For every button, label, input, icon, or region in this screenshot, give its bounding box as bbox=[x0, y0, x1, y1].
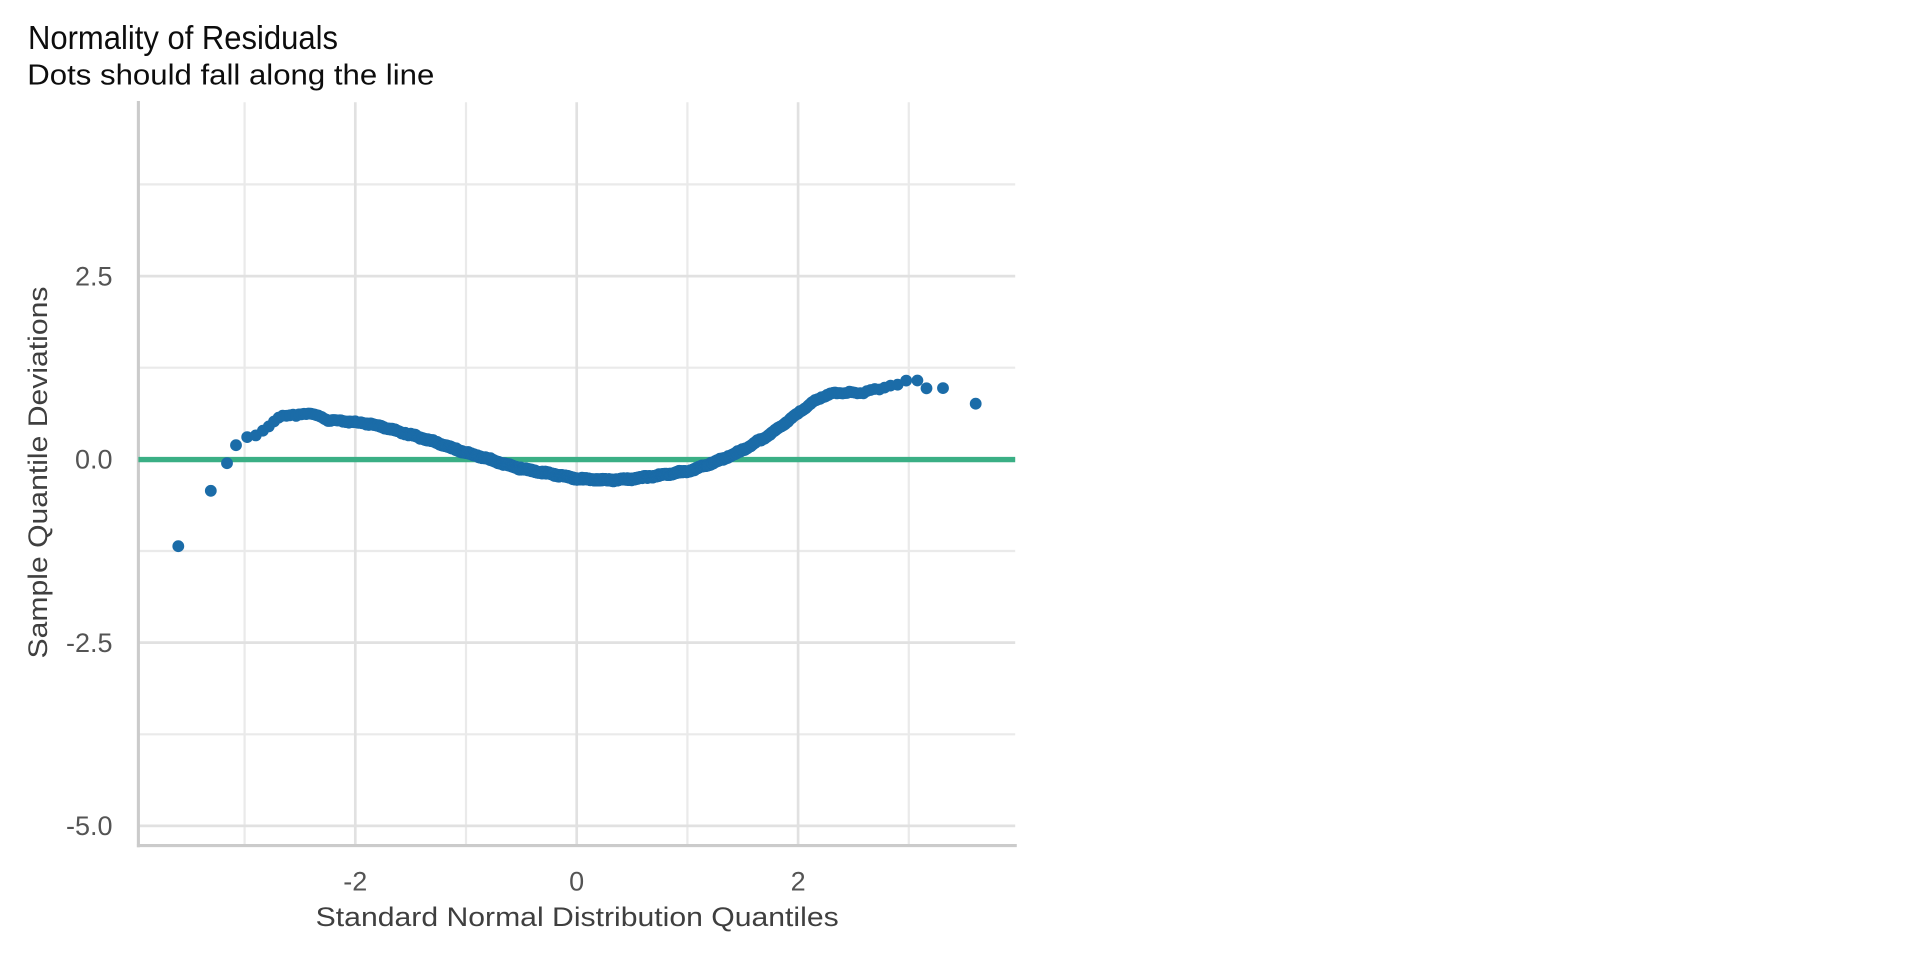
svg-text:Standard Normal Distribution Q: Standard Normal Distribution Quantiles bbox=[316, 902, 839, 932]
svg-text:0.0: 0.0 bbox=[75, 445, 113, 475]
svg-text:0: 0 bbox=[569, 867, 584, 897]
svg-text:2: 2 bbox=[791, 867, 806, 897]
svg-text:-5.0: -5.0 bbox=[66, 811, 113, 841]
svg-text:-2.5: -2.5 bbox=[66, 628, 113, 658]
svg-text:2.5: 2.5 bbox=[75, 261, 113, 291]
svg-text:Dots should fall along the lin: Dots should fall along the line bbox=[27, 60, 434, 92]
svg-text:Sample Quantile Deviations: Sample Quantile Deviations bbox=[23, 287, 53, 659]
svg-text:Normality of Residuals: Normality of Residuals bbox=[28, 20, 338, 57]
svg-text:-2: -2 bbox=[343, 867, 367, 897]
